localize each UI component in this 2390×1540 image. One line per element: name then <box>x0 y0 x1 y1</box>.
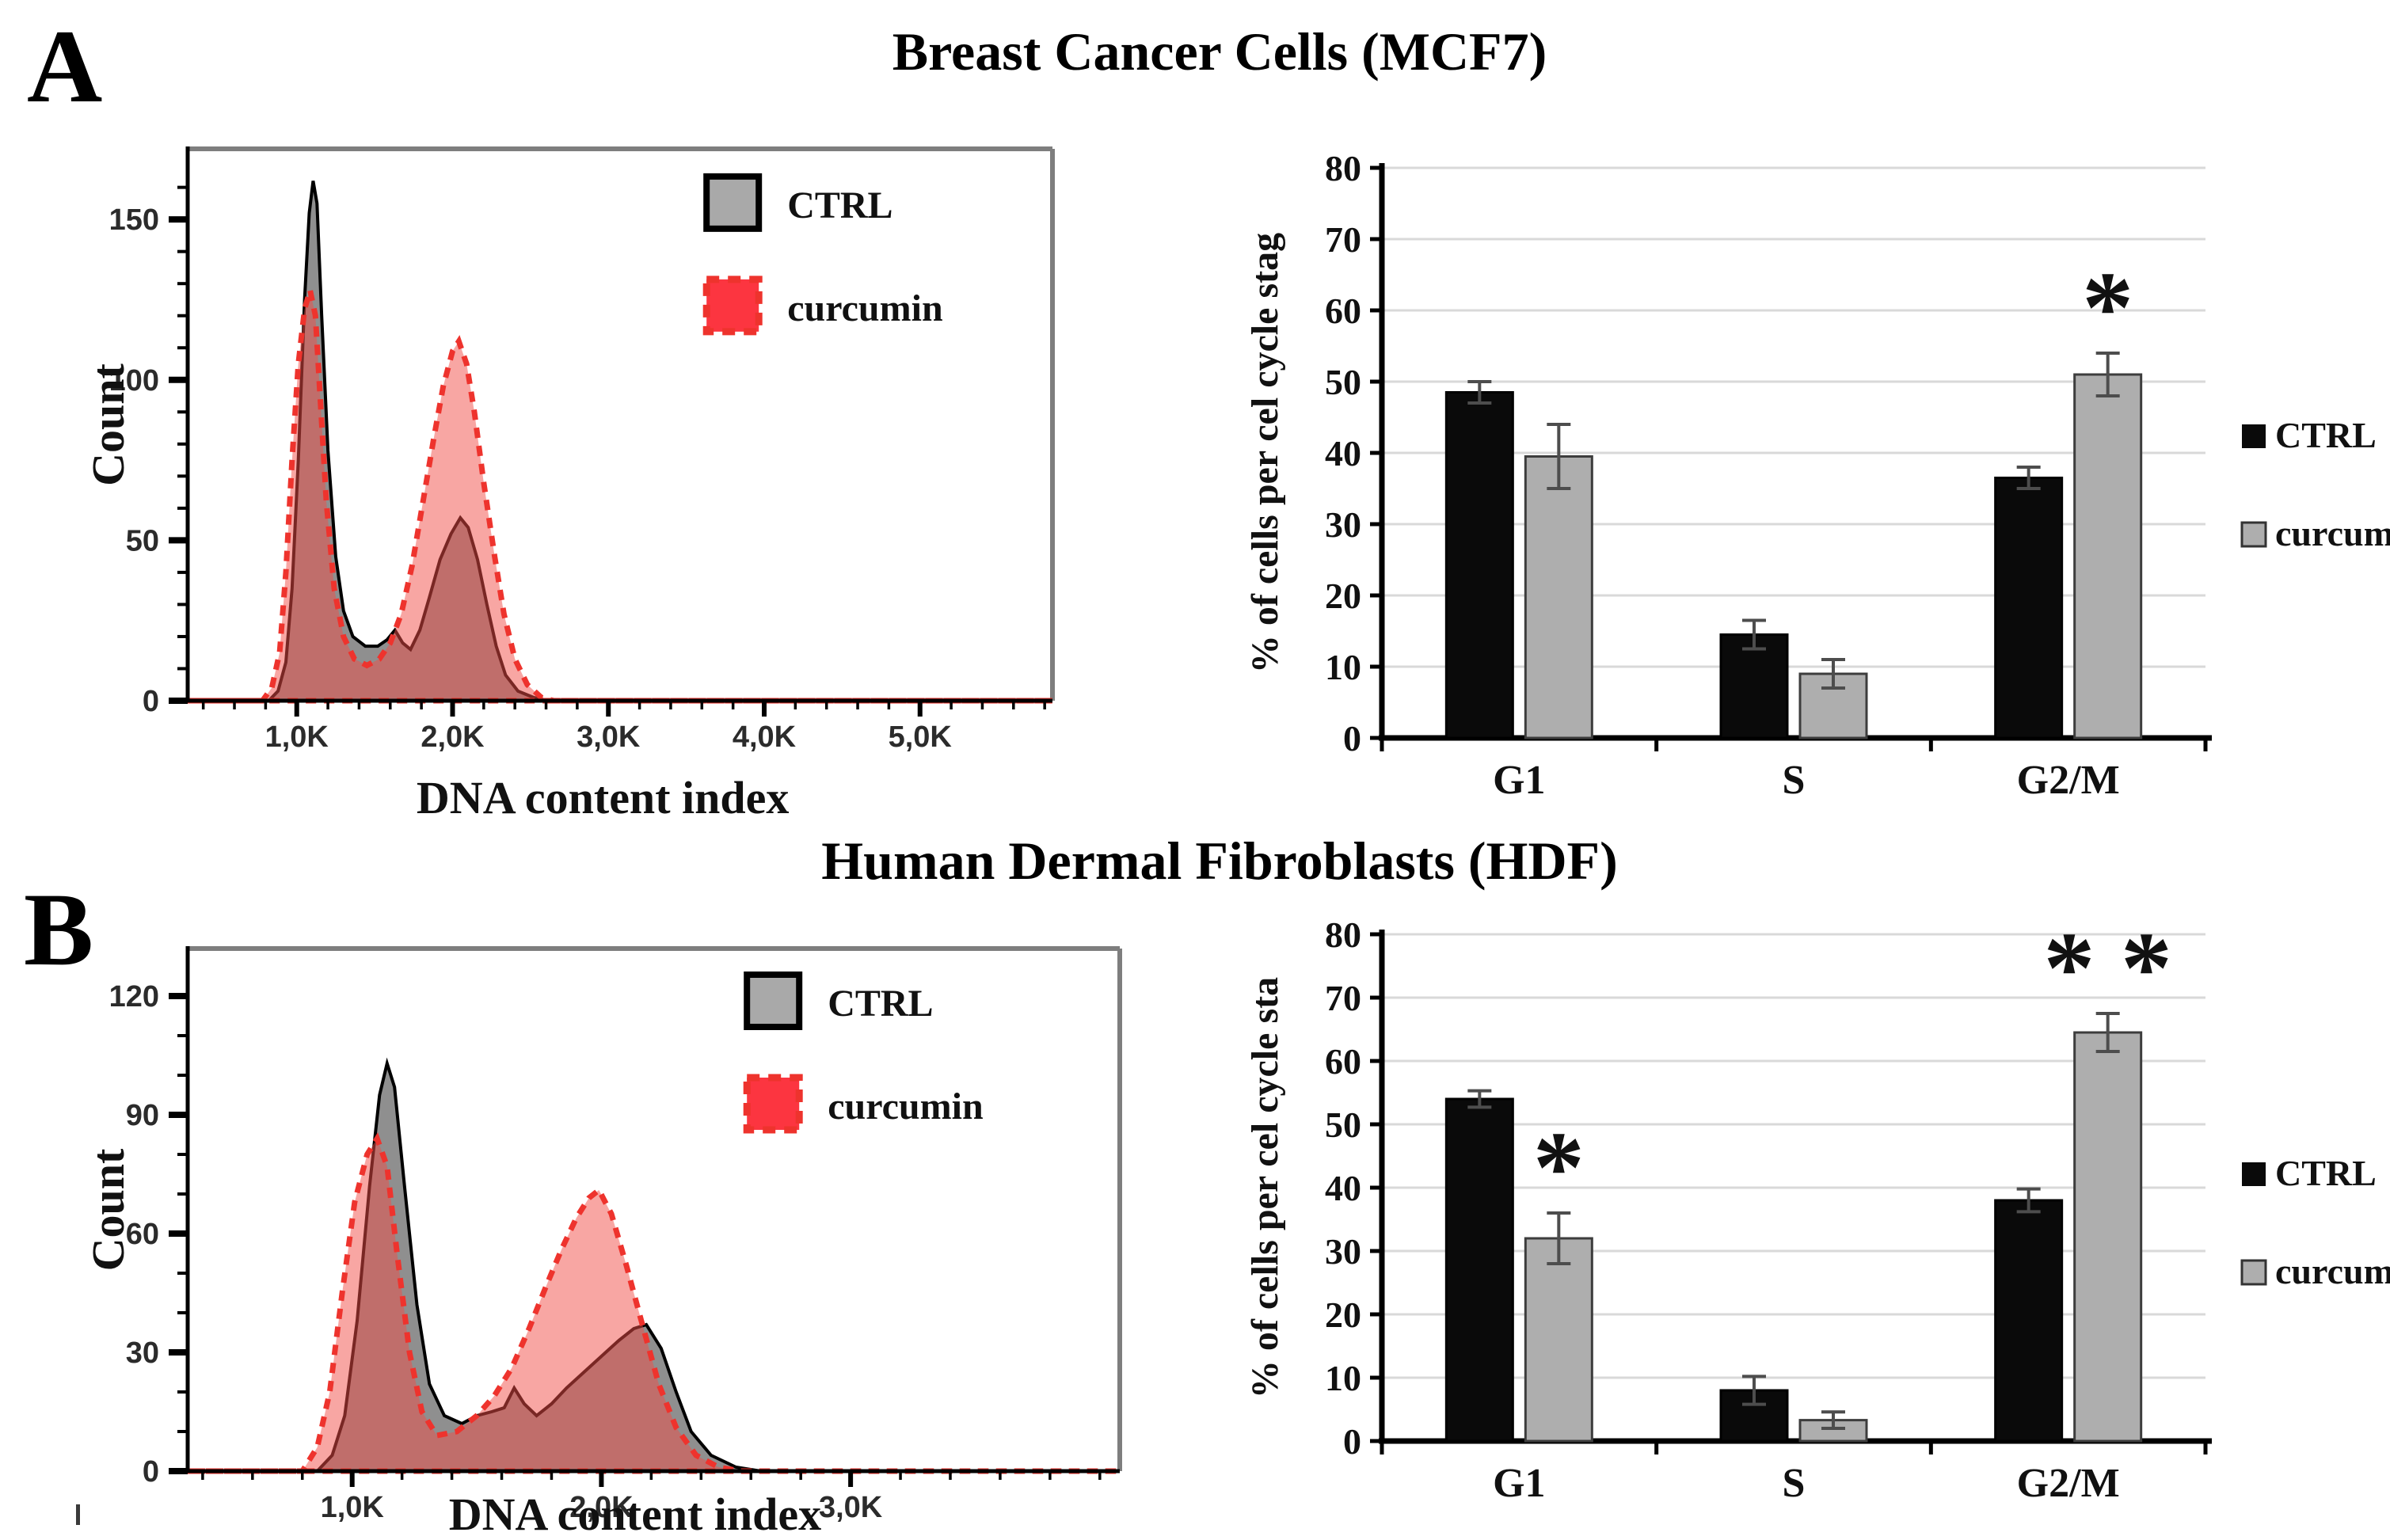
svg-text:S: S <box>1783 758 1806 803</box>
svg-text:% of cells per cel cycle stag: % of cells per cel cycle stag <box>1244 233 1286 673</box>
svg-text:G2/M: G2/M <box>2017 1461 2120 1506</box>
svg-text:50: 50 <box>1325 1105 1361 1145</box>
svg-text:10: 10 <box>1325 647 1361 687</box>
svg-text:40: 40 <box>1325 1168 1361 1208</box>
svg-text:5,0K: 5,0K <box>889 721 953 754</box>
svg-text:3,0K: 3,0K <box>819 1491 883 1524</box>
svg-text:Count: Count <box>89 363 134 485</box>
panel-a-label: A <box>27 8 103 124</box>
svg-text:CTRL: CTRL <box>2275 415 2377 455</box>
mcf7-cell-cycle-bar-chart: 0 10 20 30 40 50 60 70 80 G1 S G2/M * % of cells per … <box>1231 119 2390 831</box>
svg-text:0: 0 <box>143 1455 159 1489</box>
svg-text:100: 100 <box>109 364 159 397</box>
svg-text:CTRL: CTRL <box>2275 1153 2377 1193</box>
svg-text:2,0K: 2,0K <box>569 1491 634 1524</box>
svg-text:150: 150 <box>109 203 159 237</box>
svg-text:*: * <box>2082 251 2133 365</box>
mcf7-dna-histogram: 0 50 100 150 1,0K 2,0K 3,0K 4,0K 5,0K Count DNA co… <box>89 111 1067 827</box>
panel-b-title: Human Dermal Fibroblasts (HDF) <box>821 831 1618 891</box>
svg-text:30: 30 <box>1325 1231 1361 1272</box>
svg-text:1,0K: 1,0K <box>265 721 329 754</box>
svg-text:50: 50 <box>126 524 159 557</box>
svg-text:1,0K: 1,0K <box>321 1491 385 1524</box>
svg-text:G1: G1 <box>1493 1461 1545 1506</box>
svg-text:G1: G1 <box>1493 758 1545 803</box>
svg-text:20: 20 <box>1325 576 1361 616</box>
svg-text:4,0K: 4,0K <box>733 721 797 754</box>
svg-text:60: 60 <box>1325 1041 1361 1082</box>
svg-text:curcumin: curcumin <box>2275 513 2390 553</box>
svg-text:70: 70 <box>1325 219 1361 260</box>
svg-text:CTRL: CTRL <box>787 184 892 226</box>
svg-text:*: * <box>1533 1111 1585 1225</box>
svg-text:70: 70 <box>1325 978 1361 1018</box>
svg-text:80: 80 <box>1325 148 1361 188</box>
svg-text:0: 0 <box>1343 718 1361 759</box>
svg-text:90: 90 <box>126 1099 159 1132</box>
svg-text:20: 20 <box>1325 1295 1361 1335</box>
svg-text:Count: Count <box>89 1148 134 1271</box>
svg-text:2,0K: 2,0K <box>421 721 485 754</box>
svg-text:60: 60 <box>126 1218 159 1251</box>
svg-text:curcumin: curcumin <box>2275 1251 2390 1291</box>
svg-text:S: S <box>1783 1461 1806 1506</box>
svg-text:50: 50 <box>1325 362 1361 402</box>
hdf-dna-histogram: 0 30 60 90 120 1,0K 2,0K 3,0K Count DNA content i… <box>89 911 1134 1540</box>
panel-a-title: Breast Cancer Cells (MCF7) <box>892 21 1547 82</box>
svg-text:* *: * * <box>2043 911 2172 1025</box>
svg-text:30: 30 <box>126 1337 159 1370</box>
svg-text:CTRL: CTRL <box>828 983 933 1025</box>
svg-text:60: 60 <box>1325 291 1361 331</box>
svg-text:DNA content index: DNA content index <box>449 1489 821 1540</box>
hdf-cell-cycle-bar-chart: 0 10 20 30 40 50 60 70 80 G1 S G2/M * * * % of cells p… <box>1231 885 2390 1519</box>
svg-text:30: 30 <box>1325 504 1361 545</box>
svg-text:curcumin: curcumin <box>787 287 942 329</box>
svg-text:3,0K: 3,0K <box>577 721 641 754</box>
panel-b-label: B <box>24 871 94 987</box>
stray-mark <box>76 1504 80 1525</box>
svg-text:curcumin: curcumin <box>828 1086 983 1127</box>
svg-text:10: 10 <box>1325 1358 1361 1398</box>
svg-text:120: 120 <box>109 980 159 1013</box>
svg-text:G2/M: G2/M <box>2017 758 2120 803</box>
svg-text:0: 0 <box>143 685 159 718</box>
svg-text:40: 40 <box>1325 433 1361 473</box>
svg-text:80: 80 <box>1325 914 1361 955</box>
svg-text:0: 0 <box>1343 1421 1361 1462</box>
svg-text:DNA content index: DNA content index <box>417 772 789 823</box>
svg-text:% of cells per cel cycle sta: % of cells per cel cycle sta <box>1244 977 1286 1398</box>
